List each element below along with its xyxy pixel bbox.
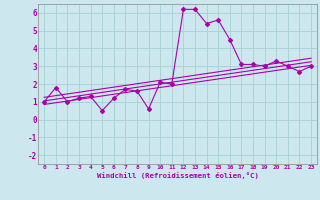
X-axis label: Windchill (Refroidissement éolien,°C): Windchill (Refroidissement éolien,°C) bbox=[97, 172, 259, 179]
